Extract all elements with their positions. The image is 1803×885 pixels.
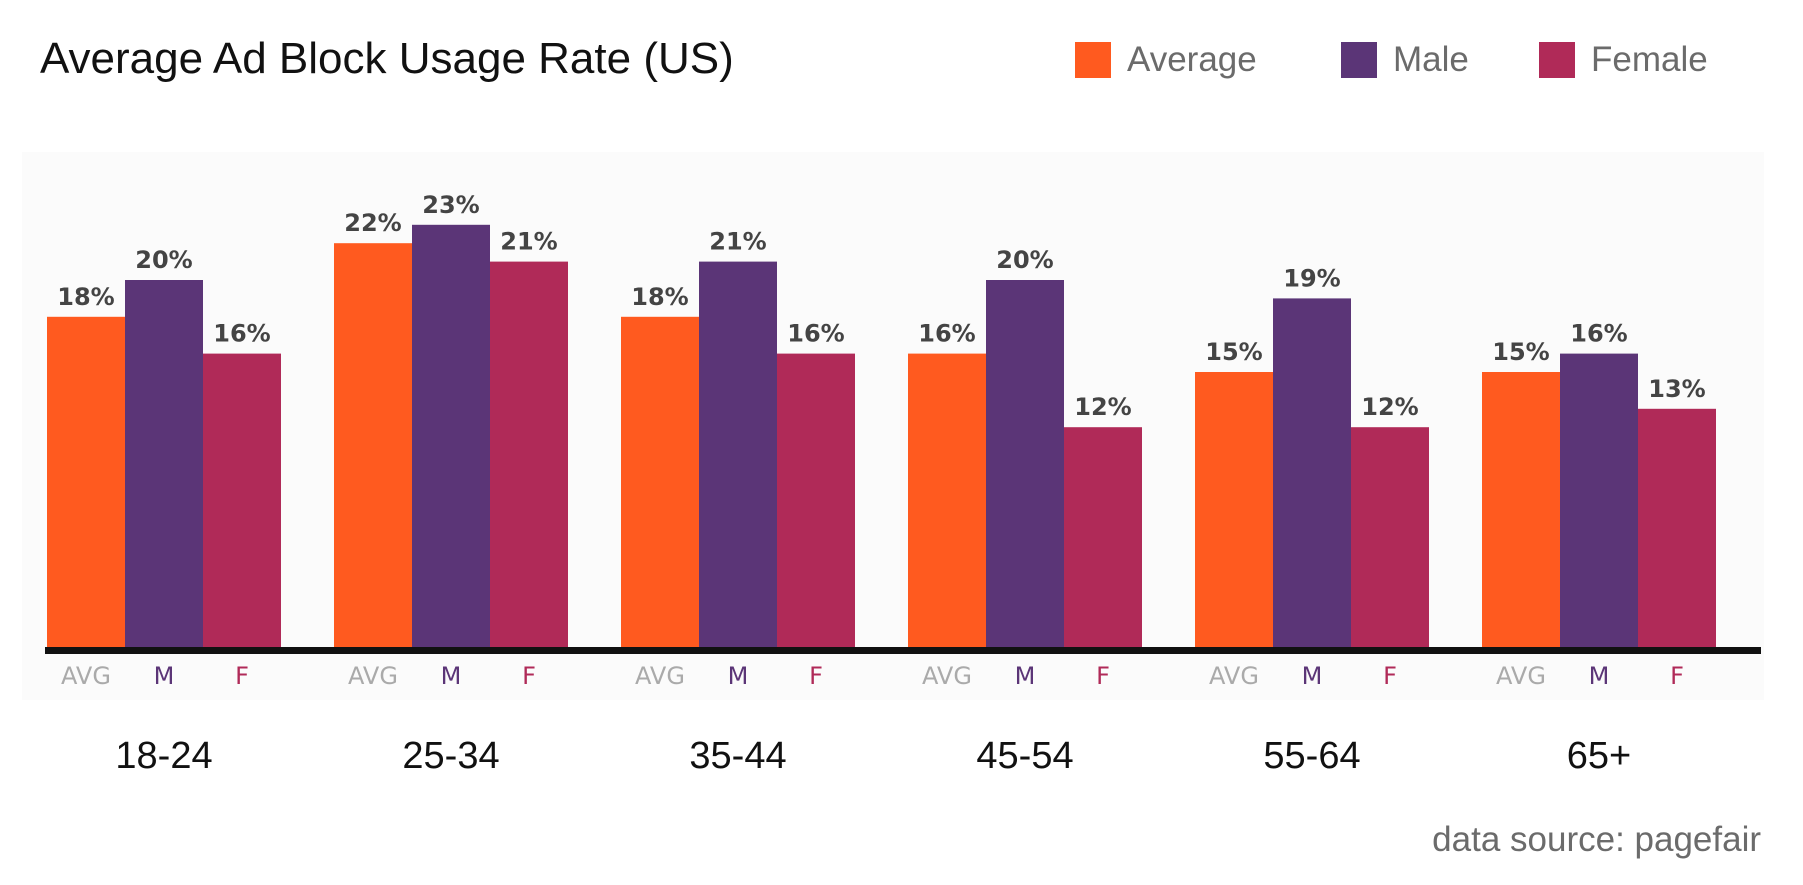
data-source-note: data source: pagefair xyxy=(1432,820,1761,859)
bar-female-35-44 xyxy=(777,353,855,648)
bar-label-average-35-44: AVG xyxy=(635,662,685,690)
bar-average-55-64 xyxy=(1195,372,1273,648)
bar-label-male-55-64: M xyxy=(1302,662,1323,690)
category-label-55-64: 55-64 xyxy=(1263,735,1360,777)
category-label-35-44: 35-44 xyxy=(689,735,786,777)
data-label-male-45-54: 20% xyxy=(996,246,1053,274)
bar-label-female-45-54: F xyxy=(1096,662,1110,690)
bar-label-female-25-34: F xyxy=(522,662,536,690)
data-label-female-45-54: 12% xyxy=(1074,393,1131,421)
legend-label-male: Male xyxy=(1393,40,1469,79)
category-label-18-24: 18-24 xyxy=(115,735,212,777)
bar-female-45-54 xyxy=(1064,427,1142,648)
bar-male-25-34 xyxy=(412,224,490,649)
data-label-average-55-64: 15% xyxy=(1205,338,1262,366)
legend-item-male: Male xyxy=(1341,40,1469,80)
bar-label-average-25-34: AVG xyxy=(348,662,398,690)
bar-average-35-44 xyxy=(621,316,699,648)
data-label-male-35-44: 21% xyxy=(709,228,766,256)
legend-label-average: Average xyxy=(1127,40,1257,79)
bar-label-female-55-64: F xyxy=(1383,662,1397,690)
bar-average-18-24 xyxy=(47,316,125,648)
bar-average-45-54 xyxy=(908,353,986,648)
plot-background xyxy=(22,152,1764,700)
data-label-female-55-64: 12% xyxy=(1361,393,1418,421)
x-axis-baseline xyxy=(45,647,1761,654)
bar-average-25-34 xyxy=(334,243,412,648)
data-label-female-25-34: 21% xyxy=(500,228,557,256)
chart-title: Average Ad Block Usage Rate (US) xyxy=(40,34,734,83)
bar-male-45-54 xyxy=(986,280,1064,648)
legend-label-female: Female xyxy=(1591,40,1708,79)
bar-male-18-24 xyxy=(125,280,203,648)
bar-average-65- xyxy=(1482,372,1560,648)
data-label-male-25-34: 23% xyxy=(422,191,479,219)
data-label-average-18-24: 18% xyxy=(57,283,114,311)
bar-label-female-18-24: F xyxy=(235,662,249,690)
bar-label-average-18-24: AVG xyxy=(61,662,111,690)
category-label-45-54: 45-54 xyxy=(976,735,1073,777)
data-label-average-65-: 15% xyxy=(1492,338,1549,366)
data-label-female-65-: 13% xyxy=(1648,375,1705,403)
legend-swatch-average xyxy=(1075,42,1111,78)
bar-label-average-45-54: AVG xyxy=(922,662,972,690)
bar-female-55-64 xyxy=(1351,427,1429,648)
bar-label-female-35-44: F xyxy=(809,662,823,690)
bar-label-male-35-44: M xyxy=(728,662,749,690)
data-label-female-18-24: 16% xyxy=(213,320,270,348)
category-label-25-34: 25-34 xyxy=(402,735,499,777)
bar-male-35-44 xyxy=(699,261,777,648)
data-label-average-35-44: 18% xyxy=(631,283,688,311)
data-label-average-25-34: 22% xyxy=(344,209,401,237)
bar-label-male-65-: M xyxy=(1589,662,1610,690)
bar-male-55-64 xyxy=(1273,298,1351,648)
legend-swatch-male xyxy=(1341,42,1377,78)
bar-label-male-18-24: M xyxy=(154,662,175,690)
data-label-female-35-44: 16% xyxy=(787,320,844,348)
legend: Average Male Female xyxy=(0,40,1803,90)
bar-label-average-55-64: AVG xyxy=(1209,662,1259,690)
bar-label-male-45-54: M xyxy=(1015,662,1036,690)
bar-label-male-25-34: M xyxy=(441,662,462,690)
data-label-male-55-64: 19% xyxy=(1283,264,1340,292)
bar-female-18-24 xyxy=(203,353,281,648)
category-label-65-: 65+ xyxy=(1567,735,1631,777)
data-label-male-65-: 16% xyxy=(1570,320,1627,348)
legend-swatch-female xyxy=(1539,42,1575,78)
bar-female-65- xyxy=(1638,408,1716,648)
legend-item-female: Female xyxy=(1539,40,1708,80)
data-label-male-18-24: 20% xyxy=(135,246,192,274)
bar-label-female-65-: F xyxy=(1670,662,1684,690)
bar-label-average-65-: AVG xyxy=(1496,662,1546,690)
legend-item-average: Average xyxy=(1075,40,1257,80)
bar-female-25-34 xyxy=(490,261,568,648)
data-label-average-45-54: 16% xyxy=(918,320,975,348)
bar-male-65- xyxy=(1560,353,1638,648)
